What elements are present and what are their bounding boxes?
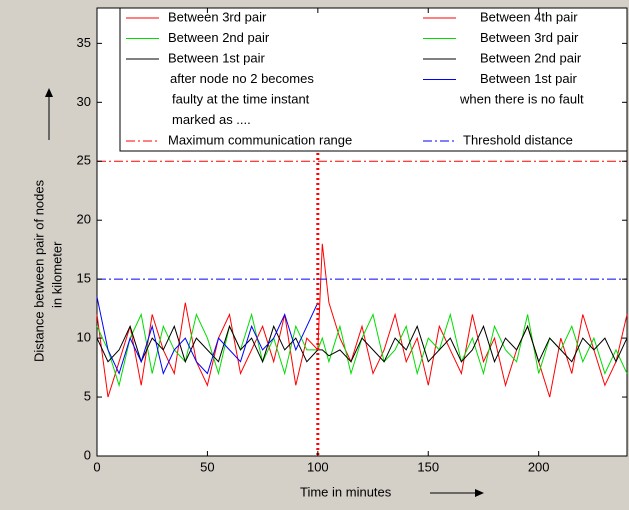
y-tick-label: 15: [77, 271, 91, 286]
legend-label: Threshold distance: [463, 132, 573, 147]
legend-label: Between 1st pair: [168, 50, 266, 65]
legend-label: Maximum communication range: [168, 132, 352, 147]
legend-note: after node no 2 becomes: [170, 71, 314, 86]
x-tick-label: 150: [417, 459, 439, 474]
legend-label: Between 3rd pair: [168, 9, 267, 24]
y-tick-label: 35: [77, 35, 91, 50]
series-line: [317, 243, 628, 398]
series-line: [317, 312, 628, 376]
series-line: [96, 312, 318, 388]
y-tick-label: 30: [77, 94, 91, 109]
x-tick-label: 0: [93, 459, 100, 474]
series-line: [317, 324, 628, 364]
legend-note: when there is no fault: [459, 91, 584, 106]
series-line: [96, 296, 319, 376]
data-layer: [96, 8, 628, 456]
legend-label: Between 4th pair: [480, 9, 578, 24]
legend-label: Between 3rd pair: [480, 30, 579, 45]
legend-label: Between 2nd pair: [480, 50, 582, 65]
y-tick-label: 10: [77, 330, 91, 345]
legend: [119, 7, 628, 152]
y-tick-label: 0: [84, 447, 91, 462]
x-tick-label: 50: [200, 459, 214, 474]
y-axis-label: in kilometer: [49, 241, 64, 308]
legend-note: marked as ....: [172, 112, 251, 127]
x-tick-label: 100: [307, 459, 329, 474]
y-axis-label: Distance between pair of nodes: [31, 179, 46, 362]
legend-note: faulty at the time instant: [172, 91, 310, 106]
legend-label: Between 2nd pair: [168, 30, 270, 45]
legend-entries: Between 3rd pair Between 2nd pair Between …: [126, 9, 584, 147]
x-axis-label: Time in minutes: [300, 484, 392, 499]
y-tick-label: 25: [77, 153, 91, 168]
x-arrow-head: [475, 489, 484, 497]
legend-label: Between 1st pair: [480, 71, 578, 86]
y-arrow-head: [45, 88, 53, 97]
y-tick-label: 5: [84, 388, 91, 403]
x-tick-label: 200: [528, 459, 550, 474]
y-tick-label: 20: [77, 212, 91, 227]
series-line: [96, 324, 319, 364]
